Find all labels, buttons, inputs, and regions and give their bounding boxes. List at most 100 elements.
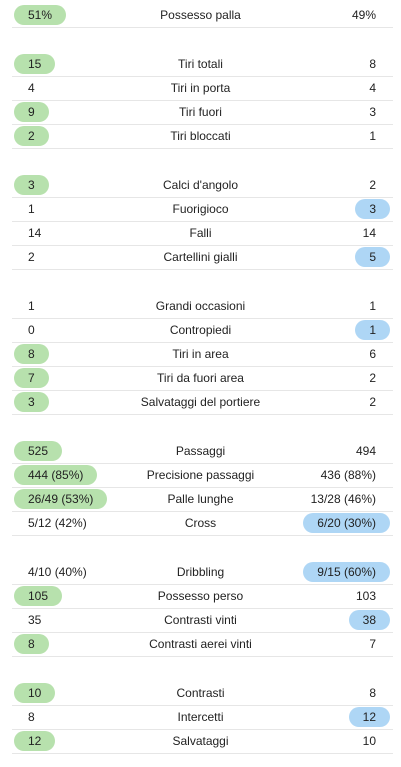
home-value-cell: 10 xyxy=(14,683,56,703)
stat-row: 1 Grandi occasioni 1 xyxy=(0,294,401,319)
stat-row: 51% Possesso palla 49% xyxy=(0,3,401,28)
row-divider xyxy=(12,584,393,585)
row-divider xyxy=(12,76,393,77)
stat-label: Tiri in porta xyxy=(170,81,231,95)
home-value: 26/49 (53%) xyxy=(14,489,108,509)
stat-row: 12 Salvataggi 10 xyxy=(0,729,401,754)
home-value-cell: 4 xyxy=(14,78,49,98)
home-value: 525 xyxy=(14,441,63,461)
home-value: 2 xyxy=(14,126,49,146)
away-value-cell: 4 xyxy=(355,78,390,98)
row-divider xyxy=(12,124,393,125)
home-value-cell: 0 xyxy=(14,320,49,340)
away-value: 103 xyxy=(355,589,376,603)
away-value-cell: 6 xyxy=(355,344,390,364)
away-value: 1 xyxy=(369,299,376,313)
away-value: 2 xyxy=(369,371,376,385)
row-divider xyxy=(12,511,393,512)
stat-row: 10 Contrasti 8 xyxy=(0,681,401,706)
away-value: 494 xyxy=(355,444,376,458)
stat-label: Falli xyxy=(189,226,212,240)
stat-row: 8 Contrasti aerei vinti 7 xyxy=(0,632,401,657)
home-value-cell: 15 xyxy=(14,54,56,74)
home-value-cell: 444 (85%) xyxy=(14,465,98,485)
stat-row: 444 (85%) Precisione passaggi 436 (88%) xyxy=(0,463,401,488)
away-value-cell: 8 xyxy=(355,54,390,74)
away-value-cell: 8 xyxy=(355,683,390,703)
stat-row: 1 Fuorigioco 3 xyxy=(0,197,401,222)
home-value-cell: 7 xyxy=(14,368,49,388)
away-value-cell: 436 (88%) xyxy=(307,465,390,485)
home-value: 15 xyxy=(14,54,56,74)
away-value: 1 xyxy=(355,320,390,340)
away-value-cell: 3 xyxy=(355,102,390,122)
away-value-cell: 494 xyxy=(342,441,390,461)
row-divider xyxy=(12,414,393,415)
home-value-cell: 105 xyxy=(14,586,63,606)
stat-row: 15 Tiri totali 8 xyxy=(0,52,401,77)
stat-label: Calci d'angolo xyxy=(162,178,238,192)
away-value-cell: 49% xyxy=(338,5,390,25)
row-divider xyxy=(12,390,393,391)
home-value: 2 xyxy=(28,250,35,264)
home-value-cell: 51% xyxy=(14,5,67,25)
stat-label: Contrasti xyxy=(176,686,225,700)
away-value: 5 xyxy=(355,247,390,267)
stat-row: 9 Tiri fuori 3 xyxy=(0,100,401,125)
away-value: 12 xyxy=(348,707,390,727)
row-divider xyxy=(12,632,393,633)
row-divider xyxy=(12,318,393,319)
row-divider xyxy=(12,342,393,343)
away-value: 13/28 (46%) xyxy=(310,492,376,506)
away-value: 14 xyxy=(362,226,376,240)
stat-label: Palle lunghe xyxy=(167,492,234,506)
stat-row: 8 Intercetti 12 xyxy=(0,705,401,730)
away-value-cell: 1 xyxy=(355,126,390,146)
stat-row: 35 Contrasti vinti 38 xyxy=(0,608,401,633)
stat-row: 26/49 (53%) Palle lunghe 13/28 (46%) xyxy=(0,487,401,512)
away-value-cell: 1 xyxy=(355,320,390,340)
away-value: 8 xyxy=(369,686,376,700)
stat-label: Cross xyxy=(184,516,217,530)
away-value-cell: 103 xyxy=(342,586,390,606)
home-value: 3 xyxy=(14,392,49,412)
away-value: 7 xyxy=(369,637,376,651)
away-value-cell: 14 xyxy=(349,223,390,243)
home-value: 14 xyxy=(28,226,42,240)
stat-label: Contrasti aerei vinti xyxy=(149,637,252,651)
row-divider xyxy=(12,608,393,609)
stat-row: 4/10 (40%) Dribbling 9/15 (60%) xyxy=(0,560,401,585)
away-value: 3 xyxy=(369,105,376,119)
stat-row: 0 Contropiedi 1 xyxy=(0,318,401,343)
away-value: 3 xyxy=(355,199,390,219)
home-value: 4/10 (40%) xyxy=(28,565,87,579)
row-divider xyxy=(12,705,393,706)
stat-label: Salvataggi xyxy=(172,734,229,748)
away-value: 2 xyxy=(369,178,376,192)
home-value: 10 xyxy=(14,683,56,703)
row-divider xyxy=(12,366,393,367)
home-value: 8 xyxy=(28,710,35,724)
stat-row: 5/12 (42%) Cross 6/20 (30%) xyxy=(0,511,401,536)
away-value: 436 (88%) xyxy=(320,468,376,482)
away-value-cell: 9/15 (60%) xyxy=(303,562,390,582)
stat-row: 3 Salvataggi del portiere 2 xyxy=(0,390,401,415)
home-value: 8 xyxy=(14,344,49,364)
row-divider xyxy=(12,487,393,488)
home-value: 1 xyxy=(28,202,35,216)
home-value: 444 (85%) xyxy=(14,465,98,485)
away-value: 9/15 (60%) xyxy=(303,562,390,582)
away-value-cell: 2 xyxy=(355,392,390,412)
home-value: 4 xyxy=(28,81,35,95)
row-divider xyxy=(12,148,393,149)
stat-row: 105 Possesso perso 103 xyxy=(0,584,401,609)
home-value-cell: 9 xyxy=(14,102,49,122)
row-divider xyxy=(12,197,393,198)
stat-label: Fuorigioco xyxy=(172,202,229,216)
home-value: 7 xyxy=(14,368,49,388)
home-value-cell: 26/49 (53%) xyxy=(14,489,108,509)
away-value-cell: 1 xyxy=(355,296,390,316)
stat-label: Precisione passaggi xyxy=(146,468,255,482)
away-value: 8 xyxy=(369,57,376,71)
home-value: 51% xyxy=(14,5,67,25)
